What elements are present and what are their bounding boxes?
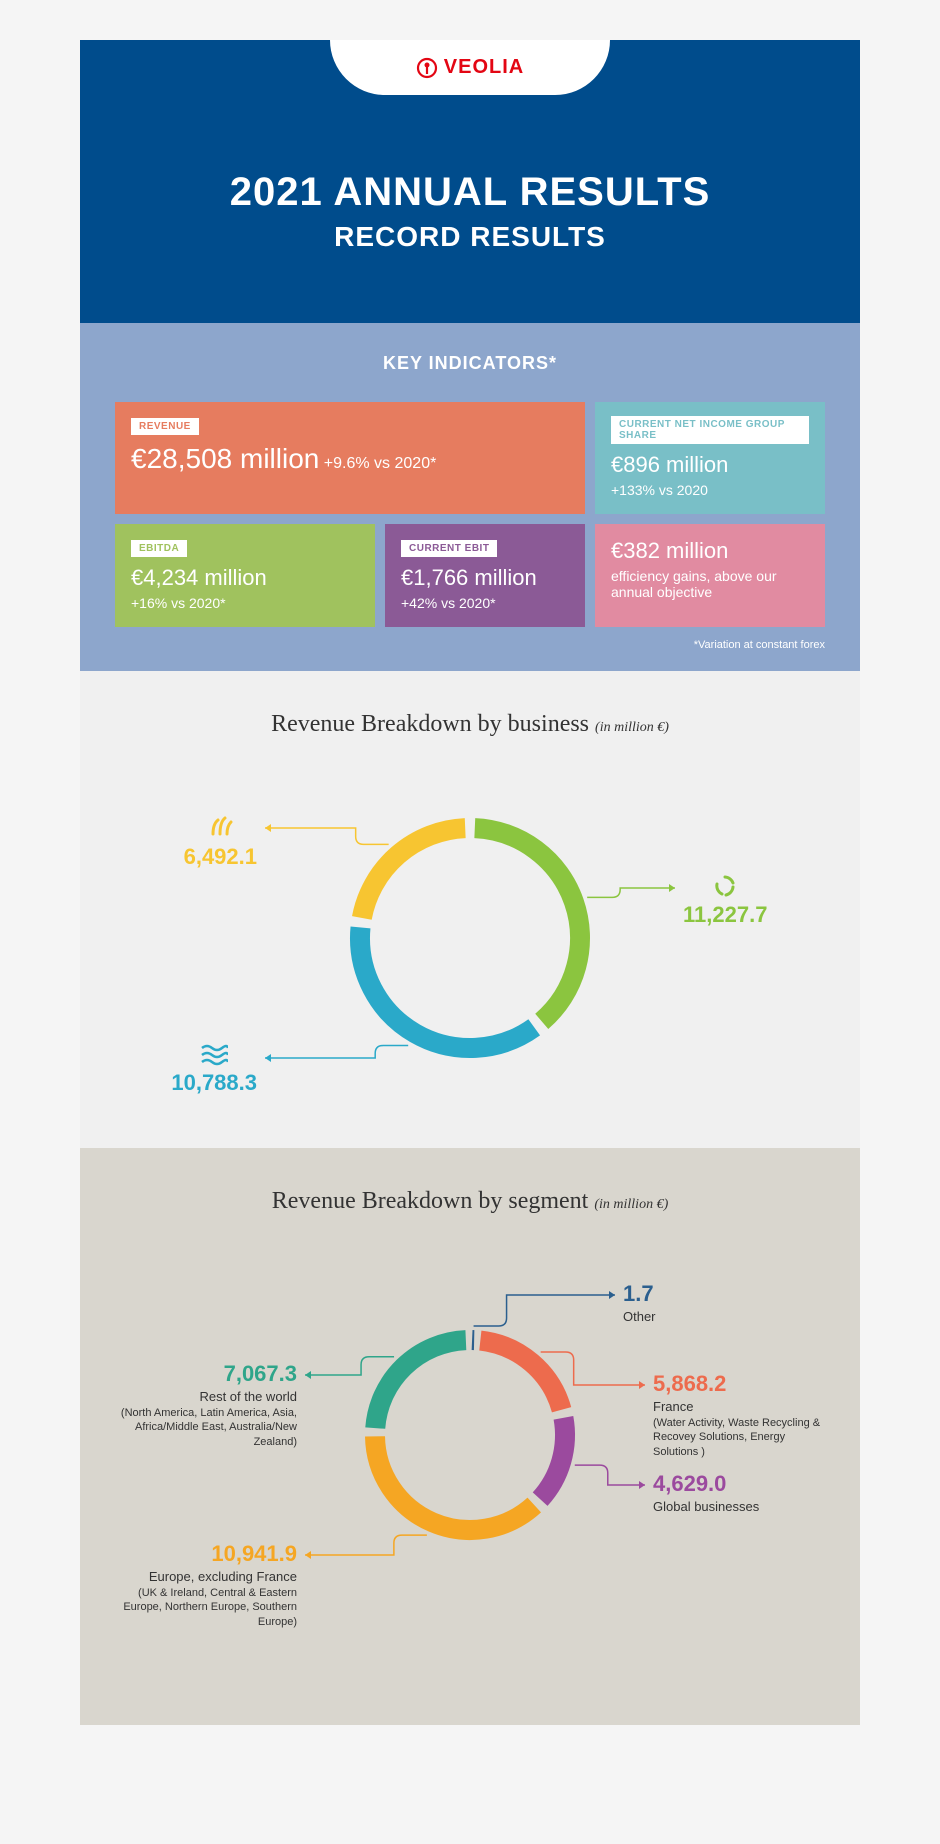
revenue-card: REVENUE €28,508 million +9.6% vs 2020* [115, 402, 585, 514]
ebitda-note: +16% vs 2020* [131, 595, 359, 611]
netincome-label: CURRENT NET INCOME GROUP SHARE [611, 416, 809, 444]
business-unit: (in million €) [595, 720, 669, 735]
revenue-label: REVENUE [131, 418, 199, 435]
indicators-panel: KEY INDICATORS* REVENUE €28,508 million … [80, 323, 860, 671]
ebit-note: +42% vs 2020* [401, 595, 569, 611]
business-title: Revenue Breakdown by business (in millio… [115, 711, 825, 738]
revenue-value: €28,508 million +9.6% vs 2020* [131, 443, 569, 475]
efficiency-note: efficiency gains, above our annual objec… [611, 568, 809, 600]
revenue-amount: €28,508 million [131, 443, 319, 474]
brand-name: VEOLIA [444, 56, 524, 79]
ebit-card: CURRENT EBIT €1,766 million +42% vs 2020… [385, 524, 585, 627]
chart-callout: 10,941.9Europe, excluding France(UK & Ir… [115, 1541, 297, 1629]
efficiency-value: €382 million [611, 538, 809, 564]
chart-callout: 10,788.3 [171, 1044, 257, 1096]
ebit-amount: €1,766 million [401, 565, 537, 590]
page-subtitle: RECORD RESULTS [100, 221, 840, 253]
veolia-logo-icon [416, 57, 438, 79]
efficiency-card: €382 million efficiency gains, above our… [595, 524, 825, 627]
chart-callout: 4,629.0Global businesses [653, 1471, 759, 1514]
segment-title: Revenue Breakdown by segment (in million… [115, 1188, 825, 1215]
segment-unit: (in million €) [594, 1197, 668, 1212]
chart-callout: 5,868.2France(Water Activity, Waste Recy… [653, 1371, 825, 1459]
netincome-value: €896 million [611, 452, 809, 478]
segment-donut: 1.7Other 5,868.2France(Water Activity, Wa… [115, 1245, 825, 1625]
chart-callout: 6,492.1 [184, 814, 257, 870]
chart-callout: 11,227.7 [683, 874, 767, 928]
indicators-footnote: *Variation at constant forex [115, 639, 825, 651]
page: VEOLIA 2021 ANNUAL RESULTS RECORD RESULT… [80, 40, 860, 1725]
ebitda-card: EBITDA €4,234 million +16% vs 2020* [115, 524, 375, 627]
netincome-amount: €896 million [611, 452, 728, 477]
ebitda-label: EBITDA [131, 540, 187, 557]
business-section: Revenue Breakdown by business (in millio… [80, 671, 860, 1148]
ebitda-amount: €4,234 million [131, 565, 267, 590]
logo-notch: VEOLIA [330, 40, 610, 95]
ebit-label: CURRENT EBIT [401, 540, 497, 557]
efficiency-amount: €382 million [611, 538, 728, 563]
segment-section: Revenue Breakdown by segment (in million… [80, 1148, 860, 1725]
logo-bar: VEOLIA [80, 40, 860, 110]
ebit-value: €1,766 million [401, 565, 569, 591]
business-donut: 11,227.7 10,788.3 6,492.1 [115, 768, 825, 1108]
header: 2021 ANNUAL RESULTS RECORD RESULTS [80, 110, 860, 323]
revenue-note: +9.6% vs 2020* [324, 455, 437, 472]
page-title: 2021 ANNUAL RESULTS [100, 170, 840, 215]
chart-callout: 7,067.3Rest of the world(North America, … [115, 1361, 297, 1449]
netincome-card: CURRENT NET INCOME GROUP SHARE €896 mill… [595, 402, 825, 514]
business-title-text: Revenue Breakdown by business [271, 711, 589, 737]
netincome-note: +133% vs 2020 [611, 482, 809, 498]
chart-callout: 1.7Other [623, 1281, 656, 1324]
segment-title-text: Revenue Breakdown by segment [272, 1188, 589, 1214]
indicators-title: KEY INDICATORS* [115, 353, 825, 374]
ebitda-value: €4,234 million [131, 565, 359, 591]
indicators-grid: REVENUE €28,508 million +9.6% vs 2020* C… [115, 402, 825, 627]
